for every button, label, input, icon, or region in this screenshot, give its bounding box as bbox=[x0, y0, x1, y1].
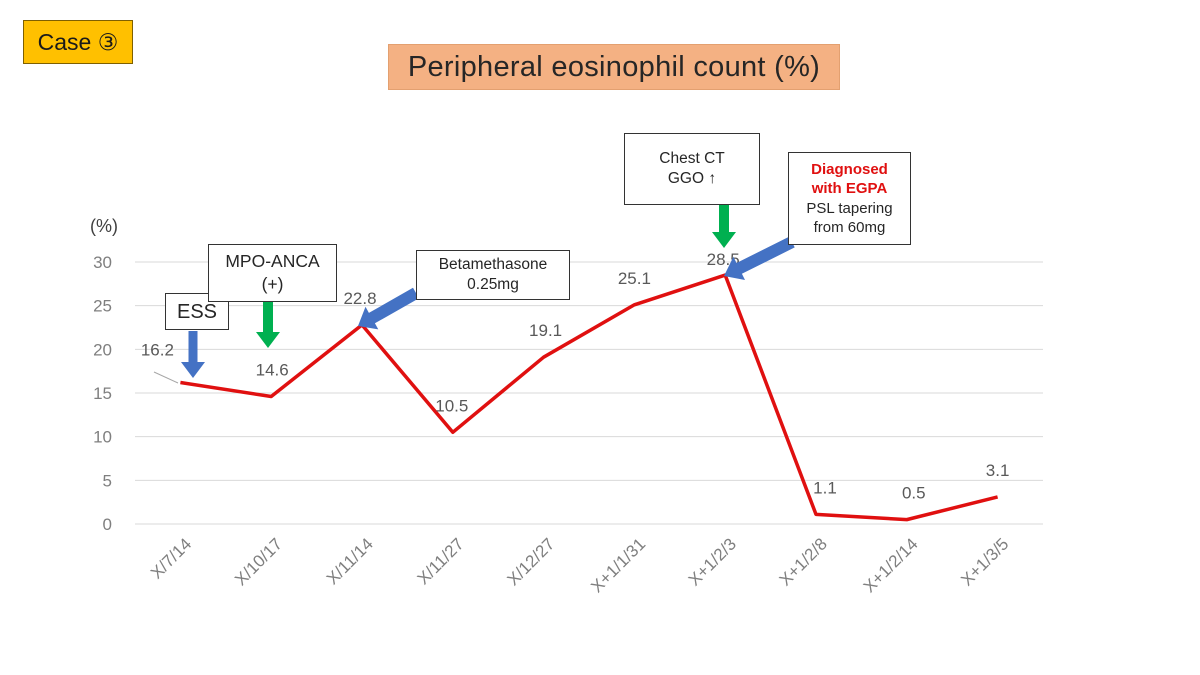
data-label: 3.1 bbox=[986, 461, 1010, 480]
ess-callout-text: ESS bbox=[176, 300, 218, 323]
data-label: 10.5 bbox=[435, 396, 468, 415]
x-tick-label: X/12/27 bbox=[504, 534, 559, 589]
data-label: 1.1 bbox=[813, 478, 837, 497]
chest-ct-line2: GGO ↑ bbox=[667, 170, 717, 187]
mpo-anca-line2: (+) bbox=[261, 274, 284, 294]
y-tick-label: 5 bbox=[103, 471, 112, 490]
mpo-anca-arrow bbox=[256, 302, 280, 348]
egpa-line4: from 60mg bbox=[813, 219, 886, 236]
data-label: 14.6 bbox=[256, 360, 289, 379]
x-tick-label: X/11/14 bbox=[323, 534, 377, 588]
egpa-callout: Diagnosed with EGPA PSL tapering from 60… bbox=[788, 152, 911, 245]
y-tick-label: 30 bbox=[93, 253, 112, 272]
betamethasone-line1: Betamethasone bbox=[438, 255, 548, 273]
x-tick-label: X/11/27 bbox=[414, 534, 468, 588]
egpa-arrow bbox=[724, 236, 795, 280]
x-tick-label: X+1/3/5 bbox=[957, 534, 1012, 589]
egpa-line2: with EGPA bbox=[811, 180, 888, 197]
x-tick-label: X+1/2/14 bbox=[860, 534, 922, 596]
x-tick-label: X/7/14 bbox=[147, 534, 195, 582]
chest-ct-callout: Chest CT GGO ↑ bbox=[624, 133, 760, 205]
egpa-line3: PSL tapering bbox=[806, 199, 893, 217]
mpo-anca-callout: MPO-ANCA (+) bbox=[208, 244, 337, 302]
data-label: 16.2 bbox=[141, 341, 174, 360]
betamethasone-arrow bbox=[358, 287, 419, 330]
chart-title: Peripheral eosinophil count (%) bbox=[388, 44, 840, 90]
data-label: 25.1 bbox=[618, 269, 651, 288]
x-tick-label: X/10/17 bbox=[231, 534, 286, 589]
data-label: 19.1 bbox=[529, 321, 562, 340]
mpo-anca-line1: MPO-ANCA bbox=[225, 251, 320, 272]
y-tick-label: 10 bbox=[93, 428, 112, 447]
x-tick-label: X+1/1/31 bbox=[587, 534, 649, 596]
y-tick-label: 25 bbox=[93, 297, 112, 316]
data-label: 0.5 bbox=[902, 484, 926, 503]
betamethasone-line2: 0.25mg bbox=[467, 276, 519, 293]
x-tick-label: X+1/2/3 bbox=[685, 534, 740, 589]
chest-ct-line1: Chest CT bbox=[659, 149, 725, 167]
series-line bbox=[180, 273, 999, 522]
y-tick-label: 0 bbox=[103, 515, 112, 534]
data-label: 22.8 bbox=[343, 289, 376, 308]
x-tick-label: X+1/2/8 bbox=[776, 534, 831, 589]
y-axis-label: (%) bbox=[90, 216, 118, 236]
case-badge: Case ③ bbox=[23, 20, 133, 64]
y-tick-label: 20 bbox=[93, 340, 112, 359]
egpa-line1: Diagnosed bbox=[811, 160, 888, 178]
chest-ct-arrow bbox=[712, 205, 736, 248]
data-label-leader-line bbox=[153, 371, 179, 384]
y-tick-label: 15 bbox=[93, 384, 112, 403]
betamethasone-callout: Betamethasone 0.25mg bbox=[416, 250, 570, 300]
ess-arrow bbox=[181, 331, 205, 378]
